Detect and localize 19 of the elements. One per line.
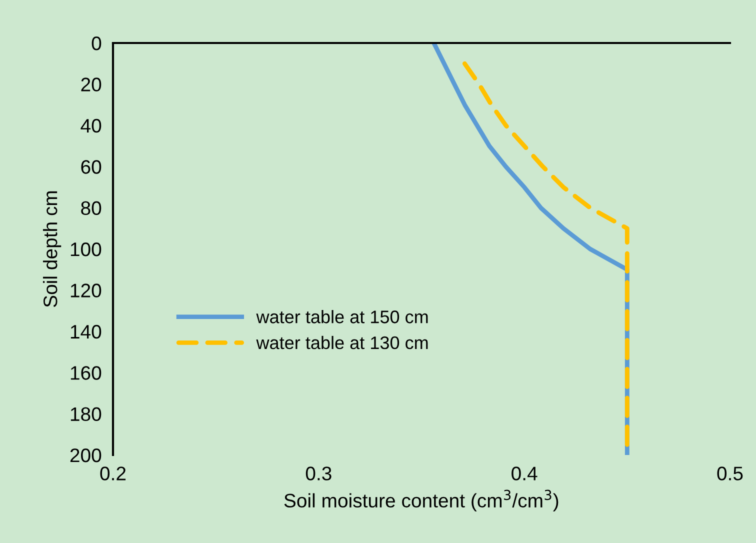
y-tick-label: 120 — [70, 284, 102, 298]
legend-label: water table at 150 cm — [256, 310, 428, 324]
y-tick-label: 160 — [70, 366, 102, 380]
y-tick-label: 100 — [70, 242, 102, 256]
y-tick-label: 200 — [70, 448, 102, 462]
y-tick-label: 20 — [81, 78, 102, 92]
x-axis-title: Soil moisture content (cm$^{3}$/cm$^{3}$) — [284, 490, 558, 512]
x-tick-label: 0.4 — [512, 466, 538, 480]
y-axis-title: Soil depth cm — [42, 191, 62, 308]
y-tick-label: 80 — [81, 201, 102, 216]
x-tick-label: 0.2 — [100, 466, 126, 480]
y-tick-label: 180 — [70, 407, 102, 422]
legend-label: water table at 130 cm — [256, 336, 428, 350]
x-tick-label: 0.3 — [306, 466, 332, 480]
y-tick-label: 60 — [81, 160, 102, 174]
y-tick-label: 40 — [80, 118, 102, 133]
x-tick-label: 0.5 — [717, 466, 743, 480]
y-tick-label: 140 — [70, 324, 102, 339]
y-tick-label: 0 — [92, 36, 102, 50]
